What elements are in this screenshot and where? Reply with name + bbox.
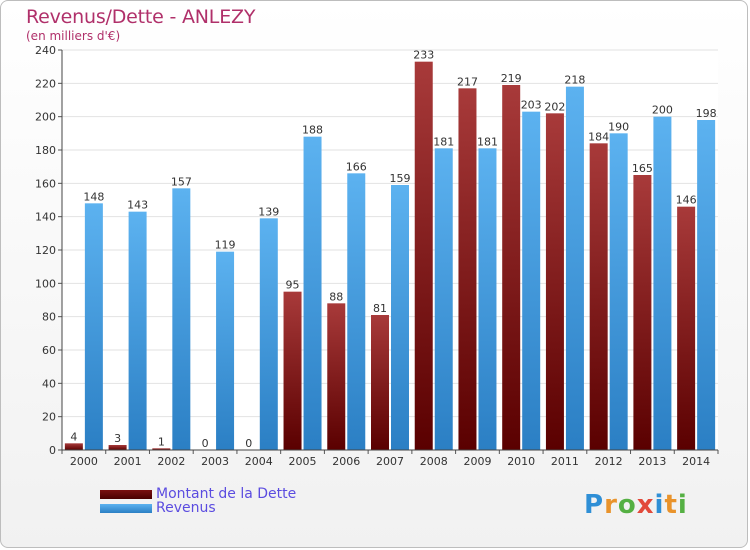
data-label-debt-2010: 219: [501, 72, 522, 85]
legend-label-debt: Montant de la Dette: [156, 486, 297, 502]
data-label-debt-2001: 3: [114, 432, 121, 445]
bar-debt-2011: [545, 113, 564, 450]
data-label-debt-2000: 4: [70, 430, 77, 443]
x-tick-label-2003: 2003: [201, 455, 229, 468]
data-label-revenus-2003: 119: [215, 239, 236, 252]
data-label-revenus-2001: 143: [127, 199, 148, 212]
bar-debt-2000: [64, 443, 83, 450]
bar-debt-2006: [327, 303, 346, 450]
data-label-debt-2013: 165: [632, 162, 653, 175]
data-label-revenus-2014: 198: [696, 107, 717, 120]
data-label-debt-2007: 81: [373, 302, 387, 315]
bar-debt-2014: [677, 206, 696, 450]
legend-swatch-revenus: [100, 504, 152, 513]
y-tick-label: 200: [35, 111, 56, 124]
data-label-revenus-2006: 166: [346, 160, 367, 173]
bar-debt-2012: [589, 143, 608, 451]
bar-debt-2008: [414, 61, 433, 451]
y-tick-label: 20: [42, 411, 56, 424]
y-tick-label: 220: [35, 77, 56, 90]
x-tick-label-2001: 2001: [114, 455, 142, 468]
data-label-debt-2005: 95: [286, 279, 300, 292]
bar-revenus-2012: [609, 133, 628, 451]
bar-revenus-2009: [478, 148, 497, 451]
bar-revenus-2008: [434, 148, 453, 451]
x-tick-label-2010: 2010: [507, 455, 535, 468]
data-label-revenus-2007: 159: [390, 172, 411, 185]
bar-revenus-2007: [391, 185, 409, 450]
bar-revenus-2011: [565, 86, 584, 451]
bar-debt-2013: [633, 175, 652, 450]
bar-revenus-2003: [216, 251, 235, 450]
data-label-revenus-2013: 200: [652, 104, 673, 117]
data-label-revenus-2002: 157: [171, 175, 192, 188]
bar-debt-2007: [371, 315, 389, 450]
x-tick-label-2005: 2005: [289, 455, 317, 468]
data-label-debt-2012: 184: [588, 130, 609, 143]
data-label-revenus-2000: 148: [83, 190, 104, 203]
y-tick-label: 100: [35, 277, 56, 290]
bar-revenus-2000: [84, 203, 103, 450]
bar-revenus-2013: [653, 116, 672, 451]
y-tick-label: 180: [35, 144, 56, 157]
x-tick-label-2009: 2009: [463, 455, 491, 468]
y-tick-label: 240: [35, 44, 56, 57]
bar-debt-2001: [108, 445, 127, 450]
x-tick-label-2002: 2002: [157, 455, 185, 468]
data-label-debt-2011: 202: [544, 100, 565, 113]
data-label-revenus-2010: 203: [521, 99, 542, 112]
data-label-debt-2006: 88: [329, 290, 343, 303]
data-label-revenus-2011: 218: [564, 74, 585, 87]
bar-revenus-2005: [303, 136, 322, 450]
data-label-debt-2004: 0: [245, 437, 252, 450]
data-label-revenus-2012: 190: [608, 120, 629, 133]
data-label-debt-2014: 146: [676, 194, 697, 207]
y-tick-label: 120: [35, 244, 56, 257]
y-tick-label: 60: [42, 344, 56, 357]
data-label-debt-2009: 217: [457, 75, 478, 88]
x-tick-label-2011: 2011: [551, 455, 579, 468]
legend-label-revenus: Revenus: [156, 500, 216, 516]
bar-debt-2009: [458, 88, 477, 450]
chart-title: Revenus/Dette - ANLEZY: [26, 6, 256, 28]
y-tick-label: 40: [42, 377, 56, 390]
bar-revenus-2006: [347, 173, 366, 451]
bar-revenus-2014: [697, 120, 716, 450]
y-tick-label: 160: [35, 177, 56, 190]
x-tick-label-2008: 2008: [420, 455, 448, 468]
y-tick-label: 0: [49, 444, 56, 457]
y-tick-label: 80: [42, 311, 56, 324]
x-tick-label-2004: 2004: [245, 455, 273, 468]
bar-revenus-2010: [522, 111, 541, 451]
bar-revenus-2001: [128, 211, 147, 450]
x-tick-label-2000: 2000: [70, 455, 98, 468]
data-label-debt-2002: 1: [158, 435, 165, 448]
legend-swatch-debt: [100, 490, 152, 499]
data-label-debt-2003: 0: [202, 437, 209, 450]
bar-revenus-2004: [259, 218, 278, 450]
data-label-revenus-2004: 139: [258, 205, 279, 218]
x-tick-label-2012: 2012: [595, 455, 623, 468]
bar-debt-2002: [152, 448, 171, 450]
x-tick-label-2013: 2013: [638, 455, 666, 468]
x-tick-label-2014: 2014: [682, 455, 710, 468]
bar-debt-2010: [502, 85, 521, 450]
y-tick-label: 140: [35, 211, 56, 224]
data-label-revenus-2008: 181: [433, 135, 454, 148]
proxiti-logo: Proxiti: [584, 490, 688, 520]
data-label-revenus-2005: 188: [302, 124, 323, 137]
bar-debt-2005: [283, 291, 302, 450]
x-tick-label-2006: 2006: [332, 455, 360, 468]
bar-revenus-2002: [172, 188, 191, 451]
data-label-revenus-2009: 181: [477, 135, 498, 148]
data-label-debt-2008: 233: [413, 49, 434, 62]
chart-subtitle: (en milliers d'€): [26, 29, 121, 43]
x-tick-label-2007: 2007: [376, 455, 404, 468]
